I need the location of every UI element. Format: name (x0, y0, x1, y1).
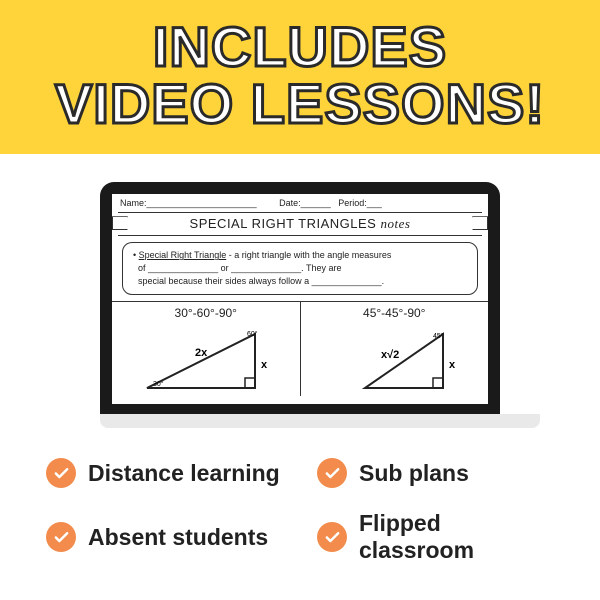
svg-text:45°: 45° (433, 332, 444, 340)
triangle-right-svg: x√2 x 45° (319, 326, 469, 396)
svg-text:60°: 60° (247, 330, 258, 338)
def-l3: special because their sides always follo… (138, 276, 384, 286)
headline-text: INCLUDES VIDEO LESSONS! (0, 18, 600, 132)
definition-box: • Special Right Triangle - a right trian… (122, 242, 478, 295)
feature-label: Absent students (88, 524, 268, 551)
laptop-base (100, 414, 540, 428)
feature-label: Distance learning (88, 460, 280, 487)
feature-flipped-classroom: Flipped classroom (317, 510, 554, 564)
headline-line2: VIDEO LESSONS! (55, 72, 545, 135)
laptop-mockup: Name:______________________ Date:______ … (0, 182, 600, 428)
svg-text:x: x (449, 359, 456, 371)
feature-label: Flipped classroom (359, 510, 554, 564)
feature-absent-students: Absent students (46, 510, 283, 564)
feature-distance-learning: Distance learning (46, 458, 283, 488)
check-icon (46, 522, 76, 552)
name-field: Name:______________________ (120, 198, 257, 208)
svg-text:2x: 2x (195, 347, 208, 359)
feature-list: Distance learning Sub plans Absent stude… (0, 428, 600, 564)
def-term: Special Right Triangle (139, 250, 227, 260)
worksheet-title: SPECIAL RIGHT TRIANGLES notes (118, 212, 482, 236)
feature-sub-plans: Sub plans (317, 458, 554, 488)
check-icon (46, 458, 76, 488)
triangle-grid: 30°-60°-90° 2x x 60° 30° 45°-45°-90° (112, 301, 488, 396)
def-l1: - a right triangle with the angle measur… (229, 250, 392, 260)
title-sub: notes (380, 216, 410, 231)
triangle-left-svg: 2x x 60° 30° (131, 326, 281, 396)
tri-left-title: 30°-60°-90° (118, 306, 294, 320)
triangle-45-45-90: 45°-45°-90° x√2 x 45° (301, 302, 489, 396)
date-field: Date:______ (279, 198, 331, 208)
worksheet-header: Name:______________________ Date:______ … (112, 194, 488, 210)
svg-text:x: x (261, 359, 268, 371)
check-icon (317, 522, 347, 552)
headline-line1: INCLUDES (153, 15, 447, 78)
headline-banner: INCLUDES VIDEO LESSONS! (0, 0, 600, 154)
title-main: SPECIAL RIGHT TRIANGLES (190, 216, 377, 231)
feature-label: Sub plans (359, 460, 469, 487)
period-field: Period:___ (338, 198, 382, 208)
check-icon (317, 458, 347, 488)
laptop-bezel: Name:______________________ Date:______ … (100, 182, 500, 414)
svg-text:x√2: x√2 (381, 349, 399, 361)
tri-right-title: 45°-45°-90° (307, 306, 483, 320)
triangle-30-60-90: 30°-60°-90° 2x x 60° 30° (112, 302, 301, 396)
worksheet-screen: Name:______________________ Date:______ … (112, 194, 488, 404)
def-l2: of ______________ or ______________. The… (138, 263, 342, 273)
svg-text:30°: 30° (153, 380, 164, 388)
